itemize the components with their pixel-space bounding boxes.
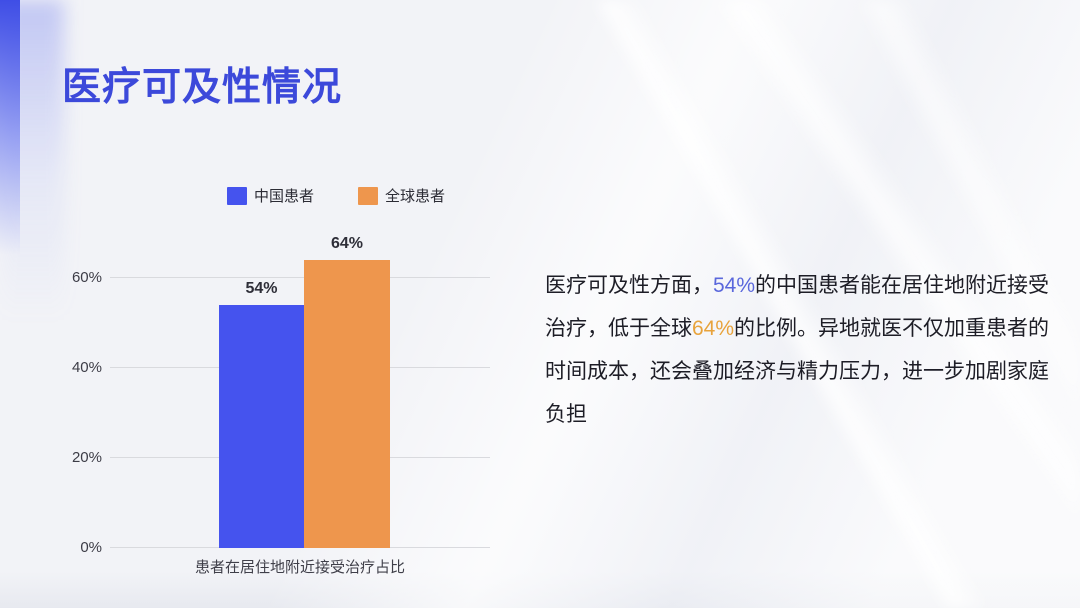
paragraph-part2: 的中国患者能在居住地附近接受治疗，低于全球: [545, 274, 1050, 340]
legend-label-china: 中国患者: [254, 188, 315, 205]
legend-swatch-global: [358, 186, 379, 205]
y-tick-60: 60%: [71, 269, 102, 286]
chart-legend: 中国患者 全球患者: [227, 185, 445, 206]
bar-chart: 60% 40% 20% 0% 54% 64% 患者在居住地附近接受治疗占比: [72, 235, 505, 585]
legend-swatch-china: [227, 186, 247, 205]
y-tick-0: 0%: [80, 539, 102, 556]
paragraph-part3: 的比例。异地就医不仅加重患者的时间成本，还会叠加经济与精力压力，进一步加剧家庭负…: [545, 317, 1050, 426]
plot-area: 60% 40% 20% 0% 54% 64%: [72, 235, 490, 556]
bar-global: [304, 260, 390, 548]
bar-china: [219, 305, 304, 548]
bar-value-china: 54%: [245, 280, 278, 297]
gridline-60: [110, 277, 490, 278]
highlight-64: 64%: [692, 317, 735, 340]
slide-title: 医疗可及性情况: [62, 66, 343, 110]
legend-item-china: 中国患者: [227, 185, 314, 206]
y-tick-40: 40%: [71, 359, 102, 376]
legend-label-global: 全球患者: [385, 188, 446, 205]
highlight-54: 54%: [713, 274, 756, 297]
bar-value-global: 64%: [330, 235, 364, 252]
body-paragraph: 医疗可及性方面，54%的中国患者能在居住地附近接受治疗，低于全球64%的比例。异…: [545, 264, 1061, 436]
y-tick-20: 20%: [71, 449, 102, 466]
left-accent-bar: [0, 0, 20, 255]
legend-item-global: 全球患者: [358, 185, 445, 206]
x-axis-label: 患者在居住地附近接受治疗占比: [194, 559, 405, 576]
paragraph-part1: 医疗可及性方面，: [545, 274, 713, 297]
